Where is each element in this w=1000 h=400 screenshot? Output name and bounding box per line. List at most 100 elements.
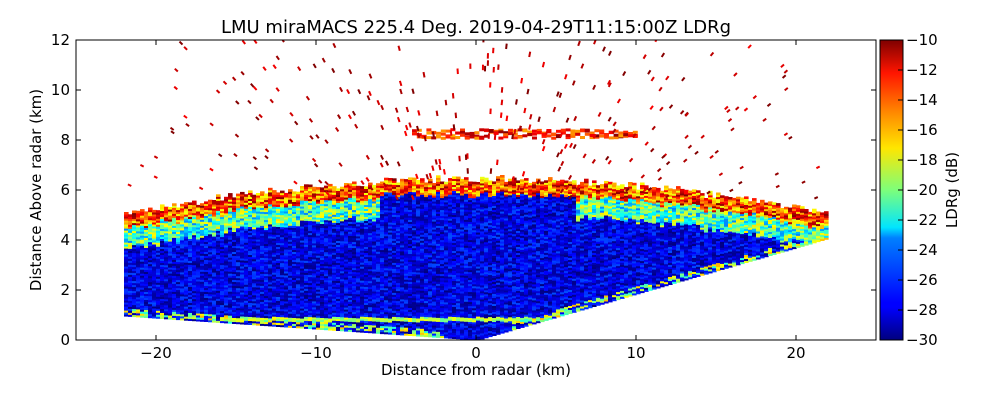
heatmap-cell bbox=[252, 208, 257, 212]
heatmap-cell bbox=[216, 284, 221, 287]
heatmap-cell bbox=[132, 242, 137, 246]
heatmap-cell bbox=[344, 313, 349, 316]
heatmap-cell bbox=[248, 272, 253, 275]
heatmap-cell bbox=[204, 253, 209, 256]
heatmap-cell bbox=[240, 245, 245, 249]
heatmap-cell bbox=[368, 202, 373, 206]
heatmap-cell bbox=[244, 256, 249, 259]
heatmap-cell bbox=[256, 243, 261, 246]
heatmap-cell bbox=[364, 216, 369, 219]
heatmap-cell bbox=[344, 323, 349, 326]
heatmap-cell bbox=[272, 324, 277, 327]
heatmap-cell bbox=[356, 205, 361, 209]
heatmap-cell bbox=[192, 284, 197, 288]
heatmap-cell bbox=[196, 276, 201, 280]
heatmap-cell bbox=[384, 217, 389, 221]
heatmap-cell bbox=[224, 320, 229, 324]
heatmap-cell bbox=[384, 245, 389, 249]
heatmap-cell bbox=[208, 207, 213, 211]
heatmap-cell bbox=[392, 202, 397, 205]
heatmap-cell bbox=[196, 242, 201, 246]
heatmap-cell bbox=[176, 207, 181, 211]
heatmap-cell bbox=[156, 308, 161, 311]
heatmap-cell bbox=[276, 208, 281, 211]
heatmap-cell bbox=[212, 306, 217, 309]
heatmap-cell bbox=[332, 326, 337, 329]
heatmap-cell bbox=[196, 250, 201, 254]
heatmap-cell bbox=[204, 235, 209, 238]
heatmap-cell bbox=[408, 199, 413, 202]
heatmap-cell bbox=[416, 227, 421, 231]
heatmap-cell bbox=[228, 239, 233, 242]
heatmap-cell bbox=[176, 305, 181, 309]
heatmap-cell bbox=[192, 220, 197, 224]
heatmap-cell bbox=[392, 288, 397, 291]
heatmap-cell bbox=[376, 277, 381, 280]
heatmap-cell bbox=[156, 256, 161, 259]
heatmap-cell bbox=[160, 264, 165, 267]
heatmap-cell bbox=[344, 233, 349, 236]
heatmap-cell bbox=[236, 317, 241, 321]
heatmap-cell bbox=[148, 213, 153, 217]
heatmap-cell bbox=[368, 292, 373, 296]
heatmap-cell bbox=[160, 290, 165, 293]
heatmap-cell bbox=[388, 258, 393, 261]
heatmap-cell bbox=[232, 205, 237, 208]
heatmap-cell bbox=[332, 196, 337, 199]
heatmap-cell bbox=[376, 239, 381, 242]
heatmap-cell bbox=[312, 206, 317, 210]
heatmap-cell bbox=[240, 293, 245, 297]
heatmap-cell bbox=[256, 223, 261, 226]
heatmap-cell bbox=[200, 295, 205, 298]
heatmap-cell bbox=[156, 286, 161, 289]
heatmap-cell bbox=[220, 256, 225, 260]
heatmap-cell bbox=[296, 243, 301, 247]
heatmap-cell bbox=[336, 326, 341, 329]
heatmap-cell bbox=[376, 213, 381, 216]
heatmap-cell bbox=[360, 248, 365, 251]
heatmap-cell bbox=[136, 260, 141, 264]
heatmap-cell bbox=[420, 278, 425, 281]
heatmap-cell bbox=[180, 281, 185, 285]
heatmap-cell bbox=[412, 303, 417, 307]
heatmap-cell bbox=[372, 318, 377, 322]
heatmap-cell bbox=[408, 271, 413, 274]
heatmap-cell bbox=[388, 194, 393, 197]
heatmap-cell bbox=[388, 226, 393, 229]
heatmap-cell bbox=[264, 313, 269, 317]
heatmap-cell bbox=[268, 319, 273, 323]
heatmap-cell bbox=[148, 283, 153, 287]
heatmap-cell bbox=[420, 188, 425, 191]
heatmap-cell bbox=[268, 317, 273, 321]
heatmap-cell bbox=[348, 295, 353, 298]
heatmap-cell bbox=[232, 309, 237, 312]
heatmap-cell bbox=[356, 317, 361, 321]
heatmap-cell bbox=[300, 222, 305, 225]
heatmap-cell bbox=[224, 252, 229, 256]
heatmap-cell bbox=[136, 248, 141, 252]
heatmap-cell bbox=[336, 204, 341, 207]
heatmap-cell bbox=[340, 300, 345, 304]
heatmap-cell bbox=[352, 227, 357, 231]
heatmap-cell bbox=[384, 279, 389, 283]
heatmap-cell bbox=[240, 191, 245, 195]
heatmap-cell bbox=[336, 234, 341, 237]
heatmap-cell bbox=[156, 210, 161, 213]
heatmap-cell bbox=[264, 253, 269, 257]
heatmap-cell bbox=[372, 246, 377, 250]
heatmap-cell bbox=[136, 228, 141, 232]
heatmap-cell bbox=[292, 321, 297, 324]
heatmap-cell bbox=[388, 246, 393, 249]
heatmap-cell bbox=[196, 286, 201, 290]
heatmap-cell bbox=[304, 220, 309, 223]
heatmap-cell bbox=[144, 295, 149, 298]
heatmap-cell bbox=[296, 263, 301, 267]
heatmap-cell bbox=[412, 243, 417, 247]
heatmap-cell bbox=[356, 283, 361, 287]
heatmap-cell bbox=[184, 298, 189, 301]
heatmap-cell bbox=[360, 324, 365, 327]
heatmap-cell bbox=[164, 254, 169, 258]
heatmap-cell bbox=[272, 218, 277, 221]
heatmap-cell bbox=[272, 298, 277, 301]
heatmap-cell bbox=[376, 313, 381, 316]
